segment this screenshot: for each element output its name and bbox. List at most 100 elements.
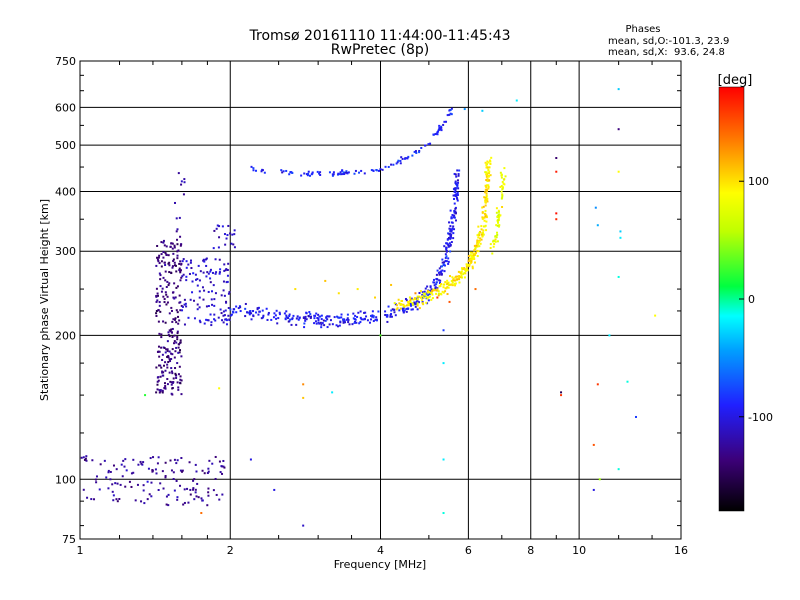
data-point [501, 188, 504, 191]
data-point [457, 276, 460, 279]
data-point [155, 295, 158, 298]
data-point [419, 290, 422, 293]
data-point [224, 269, 227, 272]
data-point [205, 318, 208, 321]
data-point [176, 498, 179, 501]
data-point [174, 367, 177, 370]
data-point [116, 500, 119, 503]
data-point [218, 387, 221, 390]
data-point [384, 313, 387, 316]
data-point [177, 351, 180, 354]
data-point [478, 234, 481, 237]
data-point [458, 169, 461, 172]
data-point [501, 205, 504, 208]
data-point [171, 247, 174, 250]
data-point [496, 240, 499, 243]
data-point [157, 489, 160, 492]
data-point [196, 278, 199, 281]
data-point [445, 248, 448, 251]
data-point [402, 309, 405, 312]
data-point [484, 161, 487, 164]
data-point [399, 159, 402, 162]
data-point [179, 341, 182, 344]
data-point [168, 264, 171, 267]
data-point [275, 309, 278, 312]
data-point [172, 258, 175, 261]
data-point [450, 113, 453, 116]
data-point [163, 346, 166, 349]
data-point [225, 237, 228, 240]
data-point [262, 316, 265, 319]
data-point [158, 350, 161, 353]
data-point [196, 303, 199, 306]
data-point [203, 260, 206, 263]
data-point [466, 263, 469, 266]
data-point [449, 209, 452, 212]
data-point [174, 201, 177, 204]
data-point [214, 319, 217, 322]
data-point [176, 228, 179, 231]
data-point [417, 301, 420, 304]
data-point [326, 318, 329, 321]
data-point [390, 312, 393, 315]
data-point [294, 288, 297, 291]
data-point [337, 316, 340, 319]
data-point [307, 170, 310, 173]
data-point [483, 216, 486, 219]
data-point [137, 463, 140, 466]
data-point [485, 179, 488, 182]
data-point [244, 315, 247, 318]
data-point [162, 320, 165, 323]
data-point [193, 498, 196, 501]
data-point [193, 478, 196, 481]
data-point [481, 235, 484, 238]
data-point [173, 244, 176, 247]
data-point [221, 319, 224, 322]
data-point [331, 391, 334, 394]
data-point [156, 299, 159, 302]
data-point [496, 215, 499, 218]
data-point [308, 174, 311, 177]
data-point [456, 199, 459, 202]
phase-info-title: Phases [625, 24, 660, 35]
data-point [179, 271, 182, 274]
data-point [202, 271, 205, 274]
data-point [224, 309, 227, 312]
data-point [329, 319, 332, 322]
data-point [314, 314, 317, 317]
data-point [191, 280, 194, 283]
data-point [176, 459, 179, 462]
data-point [358, 171, 361, 174]
data-point [503, 167, 506, 170]
data-point [456, 179, 459, 182]
data-point [456, 278, 459, 281]
data-point [200, 512, 203, 515]
data-point [342, 321, 345, 324]
data-point [188, 272, 191, 275]
data-point [474, 247, 477, 250]
data-point [152, 456, 155, 459]
data-point [156, 380, 159, 383]
data-point [337, 292, 340, 295]
data-point [426, 289, 429, 292]
data-point [194, 491, 197, 494]
data-point [158, 364, 161, 367]
data-point [292, 314, 295, 317]
data-point [375, 319, 378, 322]
data-point [180, 276, 183, 279]
data-point [180, 355, 183, 358]
data-point [440, 272, 443, 275]
data-point [180, 183, 183, 186]
data-point [172, 259, 175, 262]
data-point [168, 358, 171, 361]
data-point [189, 261, 192, 264]
data-point [411, 302, 414, 305]
data-point [464, 268, 467, 271]
data-point [460, 270, 463, 273]
data-point [166, 383, 169, 386]
data-point [171, 387, 174, 390]
data-point [369, 314, 372, 317]
data-point [136, 483, 139, 486]
data-point [416, 298, 419, 301]
data-point [182, 503, 185, 506]
